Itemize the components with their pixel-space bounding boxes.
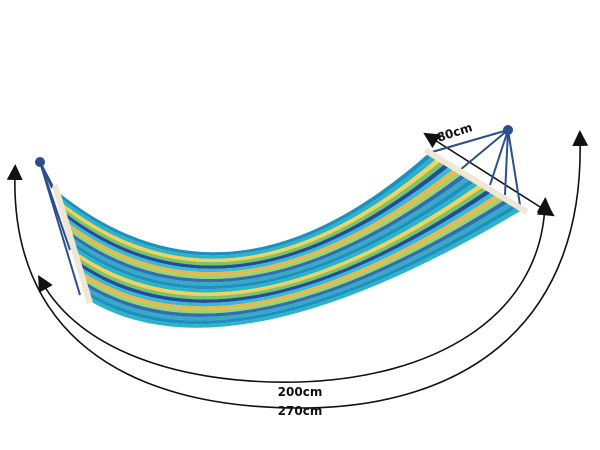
right-ropes [431,129,521,206]
bed-length-label: 200cm [278,385,323,399]
hammock-fabric [58,152,523,328]
hammock-stripe [83,202,514,321]
bed-length-arrow [38,197,553,383]
hammock-stripe [85,204,518,325]
left-spreader-bar [52,184,93,304]
hammock-stripe [66,167,460,276]
left-ropes [39,161,81,296]
hammock-stripe [64,165,456,273]
hammock-stripe [67,170,464,279]
hammock-stripe [68,173,468,283]
hammock-stripe [62,159,447,266]
total-length-label: 270cm [278,404,323,418]
left-rope-knot [35,157,45,167]
right-spreader-bar [423,147,529,215]
width-arrow [423,132,555,217]
hammock-stripe [86,207,523,328]
right-rope-knot [503,125,513,135]
hammock-stripe [63,162,451,269]
